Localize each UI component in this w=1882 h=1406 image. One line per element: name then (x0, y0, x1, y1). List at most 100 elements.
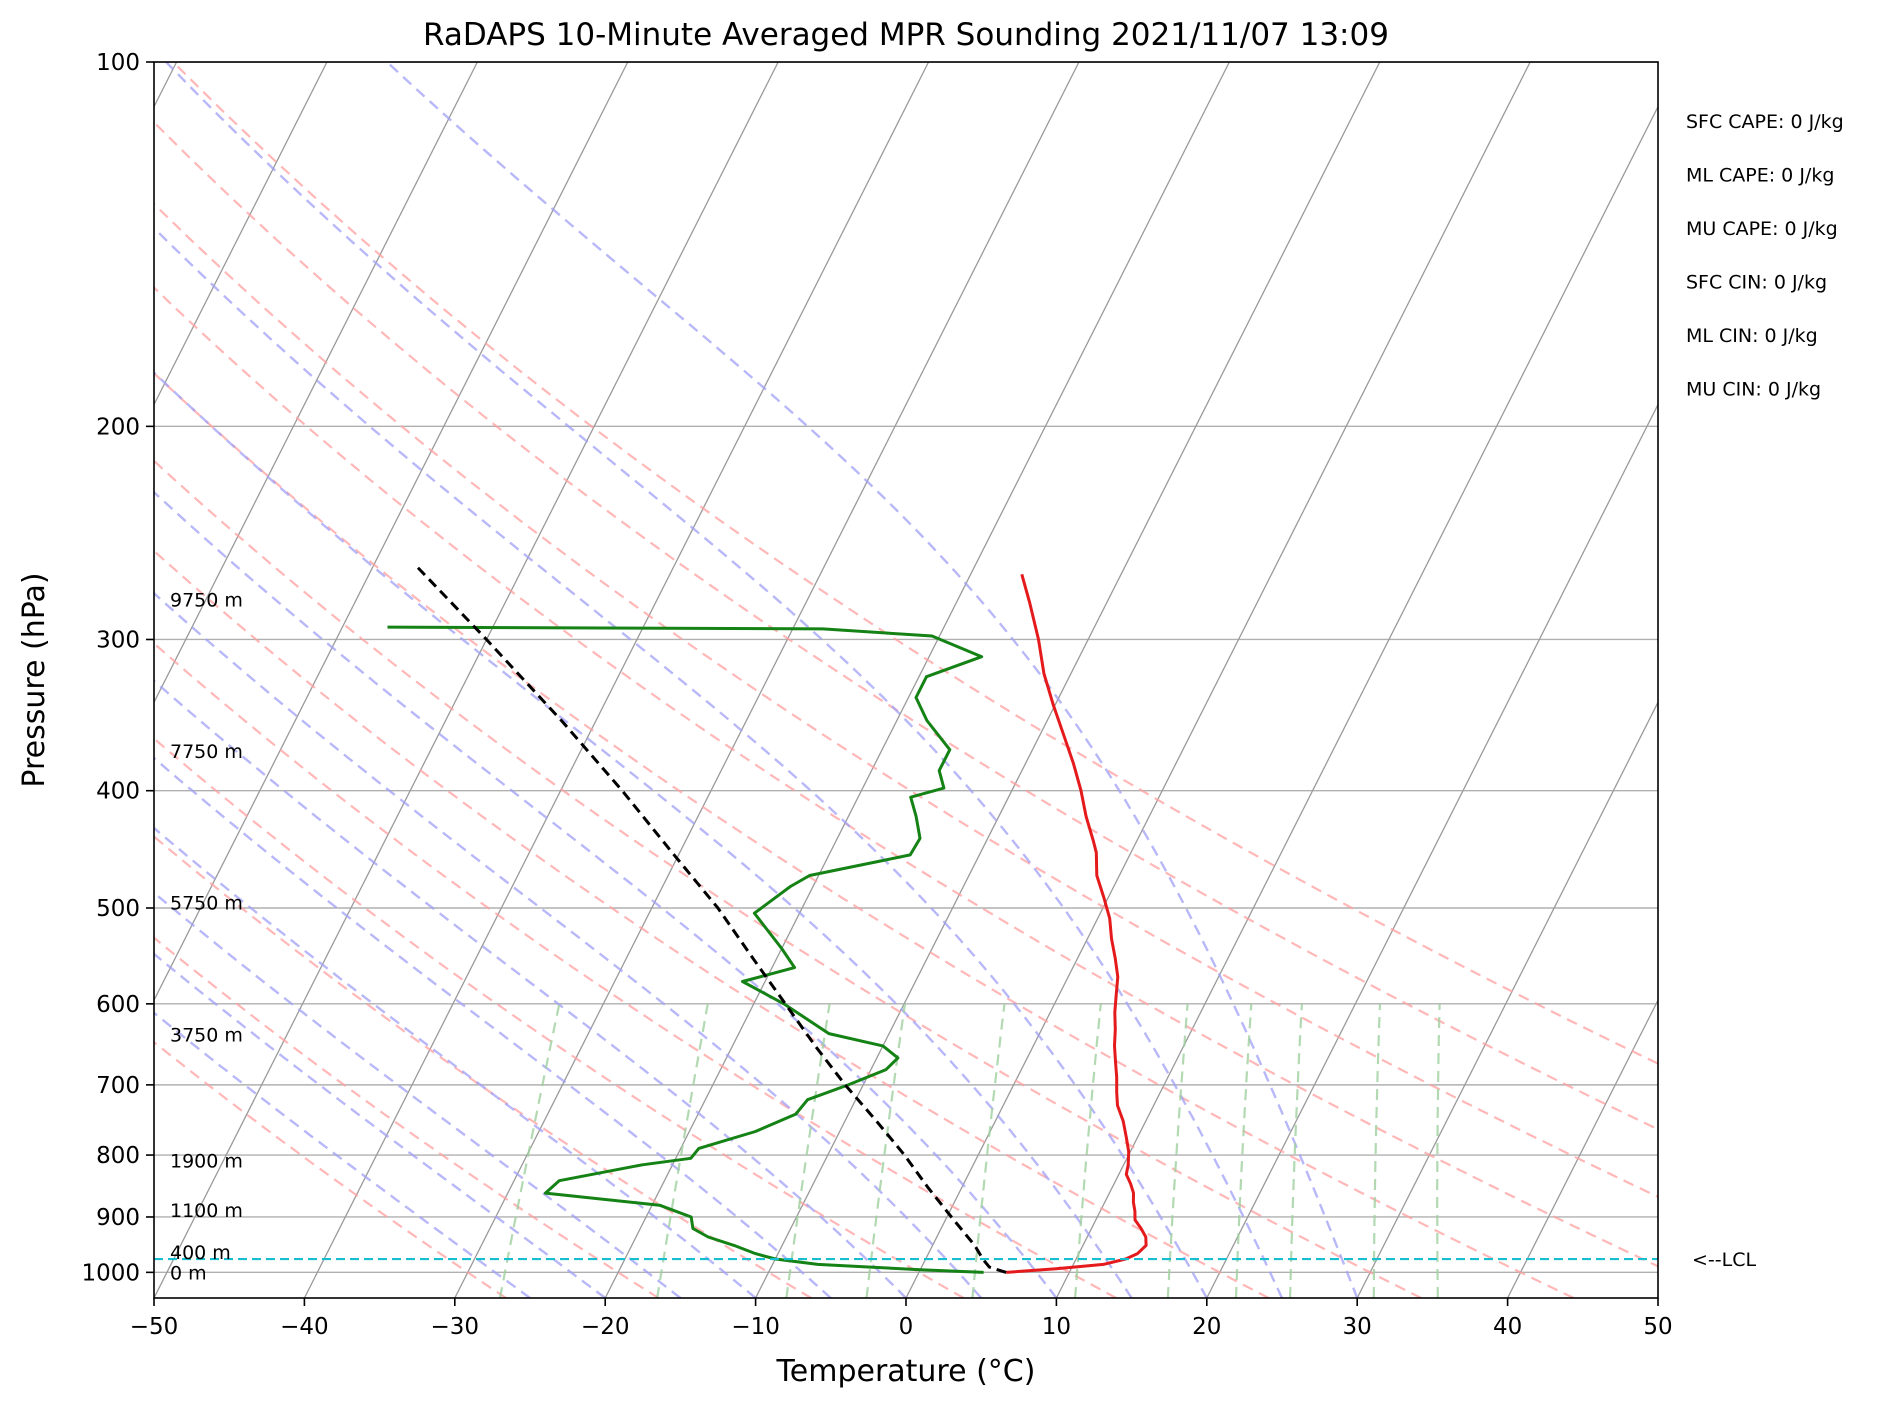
height-label: 3750 m (170, 1024, 243, 1046)
isotherms (154, 62, 1658, 1298)
x-tick-label: 10 (1042, 1314, 1071, 1340)
height-label: 1900 m (170, 1150, 243, 1172)
mixing-ratio-lines (498, 1003, 1441, 1298)
dry-adiabat-line (154, 120, 1658, 1131)
dry-adiabat-line (154, 286, 1658, 1268)
isotherm-line (154, 62, 629, 1002)
x-tick-label: −20 (581, 1314, 630, 1340)
dry-adiabat-line (154, 835, 812, 1298)
chart-title: RaDAPS 10-Minute Averaged MPR Sounding 2… (423, 17, 1389, 53)
height-label: 1100 m (170, 1200, 243, 1222)
dry-adiabat-line (154, 737, 965, 1298)
x-tick-label: −40 (280, 1314, 329, 1340)
isotherm-line (1356, 700, 1658, 1298)
y-axis-ticks: 100 200 300 400 500 600 700 800 900 1000 (81, 50, 154, 1286)
moist-adiabat-line (154, 591, 983, 1298)
mixing-ratio-line (1289, 1003, 1303, 1298)
dry-adiabat-line (154, 549, 1270, 1298)
y-tick-label: 700 (96, 1073, 140, 1099)
x-tick-label: −10 (731, 1314, 780, 1340)
stats-panel: SFC CAPE: 0 J/kg ML CAPE: 0 J/kg MU CAPE: … (1686, 111, 1844, 401)
dry-adiabat-line (154, 202, 1658, 1199)
isotherm-line (154, 62, 779, 1298)
plot-area (154, 62, 1658, 1298)
mixing-ratio-line (498, 1003, 561, 1298)
y-axis-label: Pressure (hPa) (17, 572, 52, 787)
isotherm-line (755, 62, 1381, 1298)
temperature-profile-line (1006, 573, 1148, 1274)
lcl-label: <--LCL (1692, 1249, 1756, 1271)
x-tick-label: −30 (431, 1314, 480, 1340)
x-tick-label: 20 (1192, 1314, 1221, 1340)
dry-adiabat-line (154, 459, 1422, 1298)
moist-adiabat-line (165, 62, 1284, 1298)
isotherm-line (154, 62, 328, 406)
parcel-profile-line (413, 563, 1007, 1274)
moist-adiabats (154, 62, 1359, 1298)
dewpoint-profile-line (387, 625, 984, 1274)
stat-line: ML CIN: 0 J/kg (1686, 325, 1818, 347)
x-tick-label: 30 (1343, 1314, 1372, 1340)
isotherm-line (905, 62, 1531, 1298)
x-tick-label: 50 (1643, 1314, 1672, 1340)
isotherm-line (1055, 105, 1658, 1298)
mixing-ratio-line (1074, 1003, 1102, 1298)
y-tick-label: 900 (96, 1205, 140, 1231)
isotherm-line (454, 62, 1080, 1298)
dry-adiabat-line (154, 936, 660, 1298)
dry-adiabat-line (154, 1040, 507, 1298)
mixing-ratio-line (1234, 1003, 1253, 1298)
isotherm-line (604, 62, 1230, 1298)
y-tick-label: 200 (96, 414, 140, 440)
y-tick-label: 300 (96, 627, 140, 653)
moist-adiabat-line (154, 891, 682, 1298)
stat-line: SFC CIN: 0 J/kg (1686, 272, 1827, 294)
mixing-ratio-line (785, 1003, 831, 1298)
stat-line: ML CAPE: 0 J/kg (1686, 165, 1834, 187)
moist-adiabat-line (154, 370, 1133, 1298)
isotherm-line (1657, 1296, 1658, 1298)
height-label: 7750 m (170, 741, 243, 763)
dry-adiabats (154, 62, 1658, 1298)
moist-adiabat-line (154, 826, 757, 1298)
x-tick-label: −50 (130, 1314, 179, 1340)
isotherm-line (303, 62, 930, 1298)
isotherm-line (1206, 403, 1658, 1298)
mixing-ratio-line (1436, 1003, 1441, 1298)
y-tick-label: 600 (96, 992, 140, 1018)
height-label: 5750 m (170, 893, 243, 915)
dry-adiabat-line (154, 641, 1117, 1298)
moist-adiabat-line (154, 756, 832, 1298)
sounding-series (387, 563, 1148, 1274)
y-tick-label: 1000 (81, 1260, 140, 1286)
x-axis-label: Temperature (°C) (776, 1354, 1036, 1389)
height-label: 9750 m (170, 589, 243, 611)
dry-adiabat-line (154, 371, 1575, 1298)
x-axis-ticks: −50 −40 −30 −20 −10 0 10 20 30 40 50 (130, 1298, 1673, 1340)
isotherm-line (1507, 998, 1658, 1298)
stat-line: MU CIN: 0 J/kg (1686, 379, 1821, 401)
mixing-ratio-line (656, 1003, 709, 1298)
y-tick-label: 800 (96, 1143, 140, 1169)
y-tick-label: 500 (96, 896, 140, 922)
x-tick-label: 40 (1493, 1314, 1522, 1340)
moist-adiabat-line (154, 952, 606, 1298)
isotherm-line (154, 62, 478, 704)
height-label: 0 m (170, 1262, 207, 1284)
mixing-ratio-line (971, 1003, 1006, 1298)
stat-line: SFC CAPE: 0 J/kg (1686, 111, 1844, 133)
moist-adiabat-line (154, 490, 1058, 1298)
moist-adiabat-line (386, 62, 1359, 1298)
stat-line: MU CAPE: 0 J/kg (1686, 218, 1838, 240)
y-tick-label: 400 (96, 779, 140, 805)
dry-adiabat-line (172, 62, 1658, 1065)
y-tick-label: 100 (96, 50, 140, 76)
height-label: 400 m (170, 1242, 231, 1264)
moist-adiabat-line (154, 226, 1208, 1298)
moist-adiabat-line (154, 1011, 531, 1298)
moist-adiabat-line (154, 679, 907, 1298)
pressure-gridlines (154, 62, 1658, 1274)
x-tick-label: 0 (899, 1314, 914, 1340)
